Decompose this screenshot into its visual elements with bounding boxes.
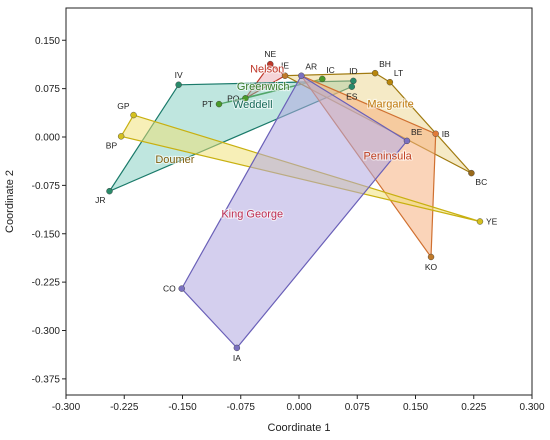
group-polygons	[107, 63, 481, 349]
point-bc	[468, 169, 475, 177]
point-label-lt: LT	[394, 68, 403, 78]
point-label-iv: IV	[175, 70, 183, 80]
x-tick-label: -0.225	[110, 402, 139, 413]
point-co	[178, 285, 185, 292]
y-axis-title: Coordinate 2	[4, 170, 16, 233]
x-axis-ticks: -0.300 -0.225 -0.150 -0.075 0.000 0.075 0.150 0…	[52, 395, 545, 413]
point-be	[403, 137, 411, 145]
point-label-ye: YE	[486, 216, 498, 226]
x-tick-label: -0.075	[227, 402, 256, 413]
point-ko	[427, 253, 435, 261]
point-ib	[432, 130, 439, 137]
point-label-bc: BC	[475, 177, 487, 187]
point-label-ia: IA	[233, 353, 241, 363]
x-tick-label: 0.300	[519, 402, 544, 413]
point-label-pt: PT	[202, 99, 213, 109]
group-label-king-george: King George	[221, 209, 283, 221]
point-label-jr: JR	[95, 195, 105, 205]
group-label-doumer: Doumer	[155, 154, 194, 166]
point-label-ar: AR	[305, 62, 317, 72]
point-label-ie: IE	[281, 61, 289, 71]
y-tick-label: 0.000	[35, 133, 60, 144]
y-tick-label: -0.075	[32, 181, 61, 192]
group-polygon-nelson	[244, 63, 287, 99]
point-es	[348, 83, 356, 90]
group-label-peninsula: Peninsula	[363, 151, 412, 163]
point-ar	[298, 72, 305, 79]
point-gp	[130, 111, 137, 119]
point-lt	[386, 78, 394, 86]
point-ia	[233, 344, 241, 352]
point-label-po: PO	[227, 93, 240, 103]
y-axis-ticks: 0.150 0.075 0.000 -0.075 -0.150 -0.225 -0.300 -…	[32, 36, 66, 385]
point-label-id: ID	[349, 66, 358, 76]
y-tick-label: 0.075	[35, 84, 60, 95]
x-tick-label: -0.300	[52, 402, 81, 413]
y-tick-label: -0.375	[32, 374, 61, 385]
y-tick-label: 0.150	[35, 36, 60, 47]
x-tick-label: -0.150	[168, 402, 197, 413]
group-label-margarite: Margarite	[367, 98, 413, 110]
x-tick-label: 0.000	[286, 402, 311, 413]
point-id	[350, 77, 357, 85]
point-iv	[175, 81, 182, 88]
point-ne	[267, 60, 274, 68]
point-label-bp: BP	[106, 140, 118, 150]
point-bp	[117, 133, 125, 140]
point-jr	[106, 187, 113, 195]
point-ie	[281, 72, 289, 79]
point-bh	[371, 69, 379, 77]
point-label-be: BE	[411, 127, 423, 137]
point-label-es: ES	[346, 92, 358, 102]
point-pt	[215, 100, 223, 108]
point-label-ko: KO	[425, 262, 438, 272]
y-tick-label: -0.300	[32, 326, 61, 337]
point-label-co: CO	[163, 284, 176, 294]
group-label-weddell: Weddell	[233, 99, 273, 111]
point-label-ne: NE	[264, 49, 276, 59]
point-ye	[476, 218, 484, 225]
group-label-nelson: Nelson	[250, 64, 284, 76]
point-po	[242, 95, 249, 102]
x-tick-label: 0.225	[461, 402, 486, 413]
x-tick-label: 0.075	[345, 402, 370, 413]
group-label-greenwich: Greenwich	[237, 81, 290, 93]
y-tick-label: -0.150	[32, 229, 61, 240]
x-tick-label: 0.150	[403, 402, 428, 413]
group-polygon-greenwich	[218, 78, 323, 105]
y-tick-label: -0.225	[32, 278, 61, 289]
point-label-gp: GP	[117, 101, 130, 111]
point-label-ib: IB	[442, 129, 450, 139]
group-labels: Nelson Greenwich Weddell Margarite Peninsula…	[154, 62, 415, 221]
point-ic	[319, 75, 326, 83]
point-label-ic: IC	[326, 65, 335, 75]
data-points	[106, 60, 484, 352]
x-axis-title: Coordinate 1	[268, 422, 331, 434]
point-label-bh: BH	[379, 59, 391, 69]
